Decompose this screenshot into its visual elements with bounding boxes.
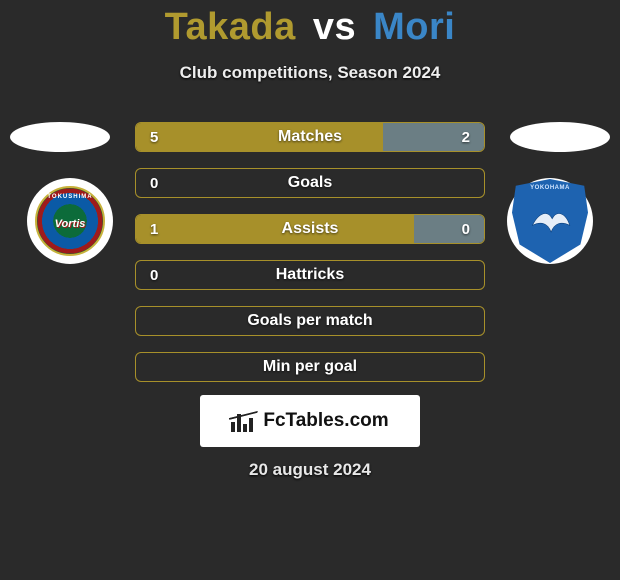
player2-name: Mori (373, 6, 455, 48)
player1-name: Takada (165, 6, 296, 48)
subtitle: Club competitions, Season 2024 (0, 63, 620, 83)
tokushima-vortis-icon (35, 186, 105, 256)
stat-label: Min per goal (136, 353, 484, 381)
bar-chart-icon (231, 410, 257, 432)
stat-fill-left (136, 215, 414, 243)
branding-text: FcTables.com (263, 410, 388, 432)
stat-label: Hattricks (136, 261, 484, 289)
club-logo-left (27, 178, 113, 264)
stat-bar: Goals per match (135, 306, 485, 336)
club-logo-right: YOKOHAMA (507, 178, 593, 264)
title: Takada vs Mori (0, 0, 620, 49)
footer-date: 20 august 2024 (0, 460, 620, 480)
stat-value-left: 1 (150, 215, 158, 243)
stat-bar: 0Hattricks (135, 260, 485, 290)
stat-label: Goals per match (136, 307, 484, 335)
infographic-root: Takada vs Mori Club competitions, Season… (0, 0, 620, 580)
stat-value-right: 0 (462, 215, 470, 243)
stat-value-left: 0 (150, 261, 158, 289)
stat-bars: 52Matches0Goals10Assists0HattricksGoals … (135, 122, 485, 398)
player1-avatar (10, 122, 110, 152)
stat-fill-left (136, 123, 383, 151)
branding-box: FcTables.com (200, 395, 420, 447)
player2-avatar (510, 122, 610, 152)
stat-fill-right (414, 215, 484, 243)
stat-bar: 0Goals (135, 168, 485, 198)
stat-bar: 10Assists (135, 214, 485, 244)
vs-label: vs (313, 6, 356, 48)
stat-bar: Min per goal (135, 352, 485, 382)
stat-label: Goals (136, 169, 484, 197)
yokohama-fc-icon: YOKOHAMA (512, 179, 588, 263)
stat-value-right: 2 (462, 123, 470, 151)
stat-value-left: 0 (150, 169, 158, 197)
stat-value-left: 5 (150, 123, 158, 151)
seagull-icon (528, 199, 572, 243)
stat-bar: 52Matches (135, 122, 485, 152)
